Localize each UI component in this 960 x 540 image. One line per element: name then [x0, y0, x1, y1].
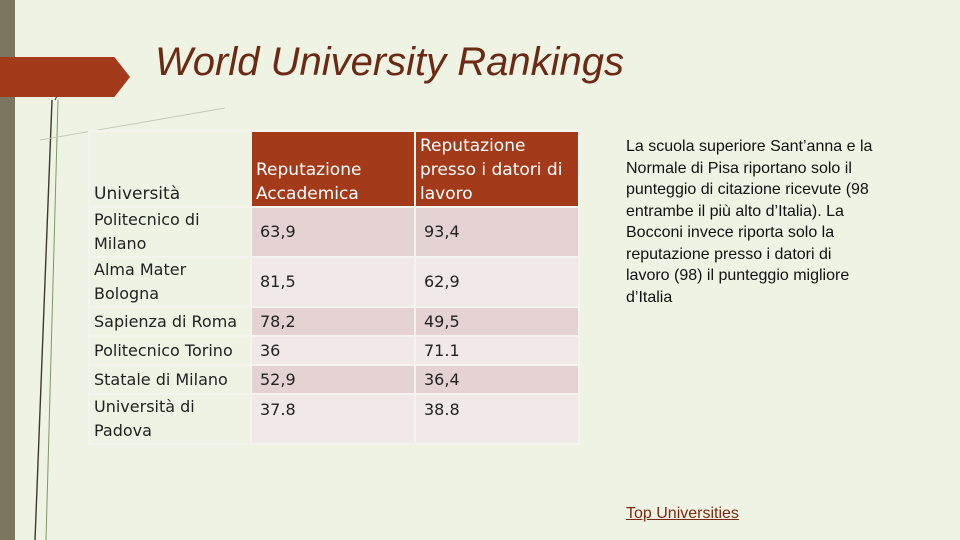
academic-score: 78,2 — [250, 306, 416, 337]
table-row: Università di Padova 37.8 38.8 — [88, 393, 580, 445]
university-name: Alma Mater Bologna — [88, 256, 252, 308]
header-university: Università — [88, 130, 252, 208]
academic-score: 52,9 — [250, 364, 416, 395]
university-name: Statale di Milano — [88, 364, 252, 395]
table-row: Alma Mater Bologna 81,5 62,9 — [88, 256, 580, 308]
header-academic-reputation: Reputazione Accademica — [250, 130, 416, 208]
top-universities-link[interactable]: Top Universities — [626, 505, 739, 522]
title-arrow-bar — [0, 57, 130, 97]
slide-title: World University Rankings — [155, 40, 625, 84]
university-name: Università di Padova — [88, 393, 252, 445]
side-note: La scuola superiore Sant’anna e la Norma… — [626, 138, 873, 306]
employer-score: 38.8 — [414, 393, 580, 445]
university-name: Sapienza di Roma — [88, 306, 252, 337]
table-row: Politecnico di Milano 63,9 93,4 — [88, 206, 580, 258]
rankings-table: Università Reputazione Accademica Reputa… — [88, 130, 580, 445]
employer-score: 49,5 — [414, 306, 580, 337]
table-row: Politecnico Torino 36 71.1 — [88, 335, 580, 366]
employer-score: 62,9 — [414, 256, 580, 308]
table-row: Sapienza di Roma 78,2 49,5 — [88, 306, 580, 337]
table-header-row: Università Reputazione Accademica Reputa… — [88, 130, 580, 208]
table-row: Statale di Milano 52,9 36,4 — [88, 364, 580, 395]
academic-score: 37.8 — [250, 393, 416, 445]
employer-score: 36,4 — [414, 364, 580, 395]
employer-score: 93,4 — [414, 206, 580, 258]
academic-score: 81,5 — [250, 256, 416, 308]
employer-score: 71.1 — [414, 335, 580, 366]
left-sidebar-bar — [0, 0, 15, 540]
university-name: Politecnico di Milano — [88, 206, 252, 258]
academic-score: 63,9 — [250, 206, 416, 258]
header-employer-reputation: Reputazione presso i datori di lavoro — [414, 130, 580, 208]
university-name: Politecnico Torino — [88, 335, 252, 366]
academic-score: 36 — [250, 335, 416, 366]
